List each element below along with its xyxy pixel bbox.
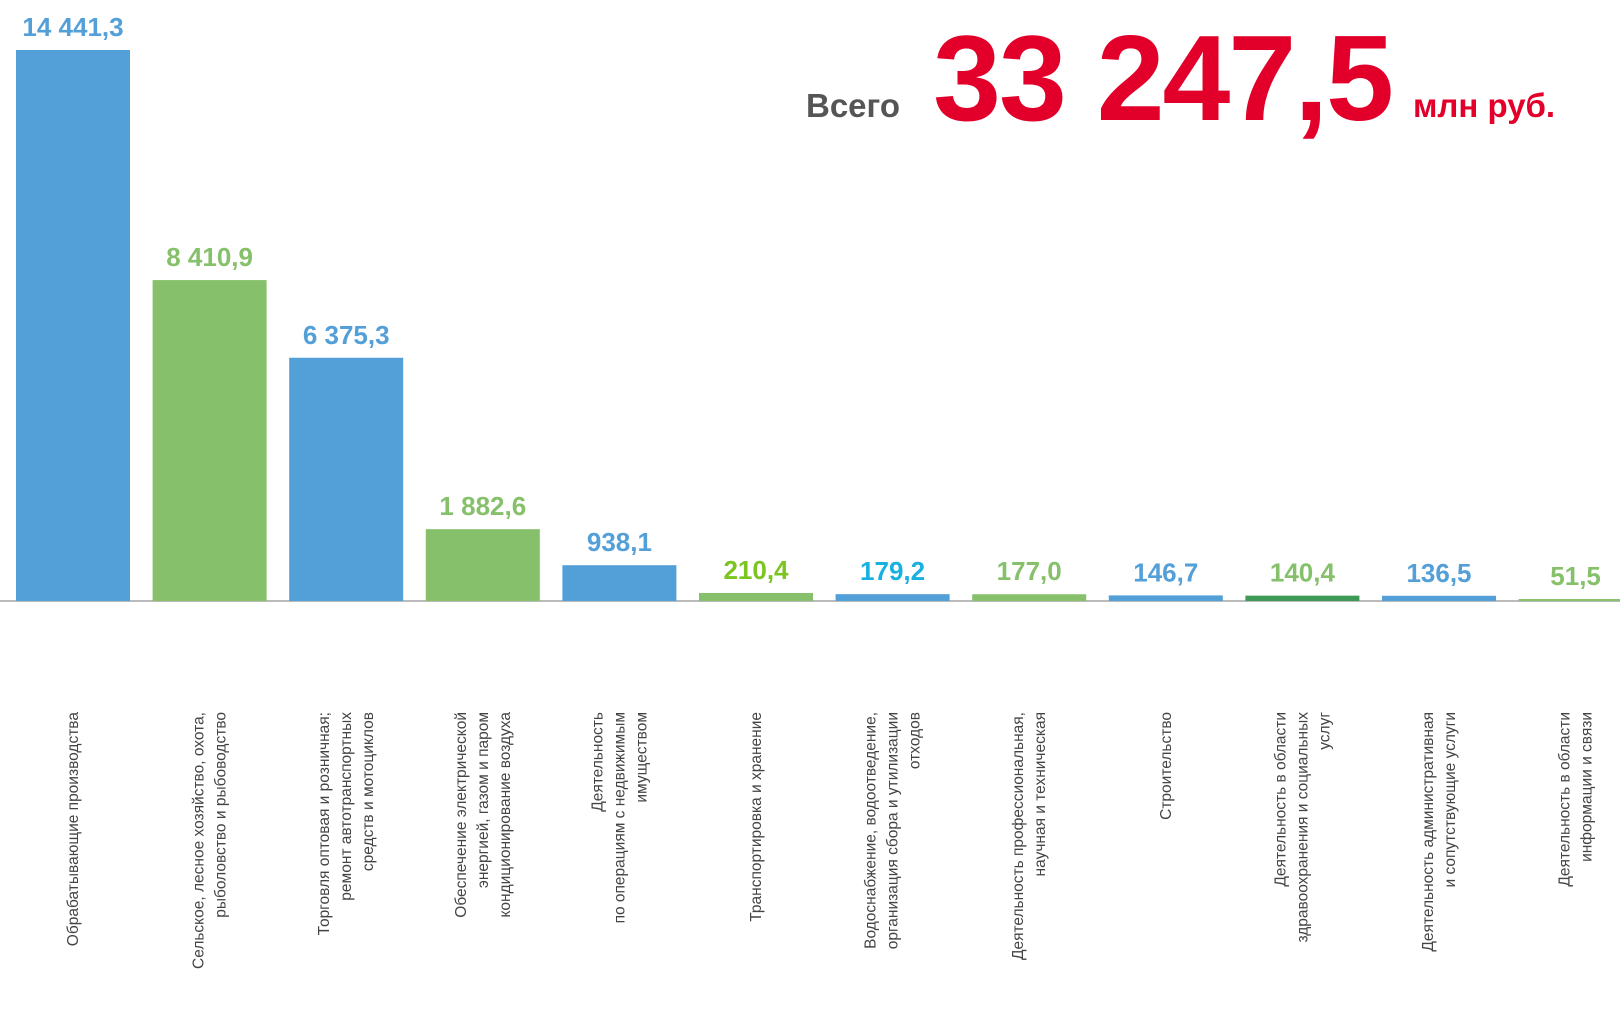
bar (562, 565, 677, 601)
value-label: 1 882,6 (439, 491, 526, 521)
category-label: Торговля оптовая и розничная; ремонт авто… (316, 712, 377, 936)
bar (699, 592, 813, 601)
category-label: Обеспечение электрической энергией, газом… (453, 712, 514, 918)
value-label: 8 410,9 (166, 242, 253, 272)
bar (1518, 599, 1620, 602)
category-label: Деятельность административная и сопутству… (1420, 712, 1459, 952)
total-unit: млн руб. (1413, 87, 1555, 124)
bar (1108, 595, 1223, 601)
value-label: 177,0 (997, 556, 1062, 586)
category-label: Водоснабжение, водоотведение, организация… (863, 712, 924, 949)
category-label: Сельское, лесное хозяйство, охота, рыболо… (191, 712, 230, 969)
value-label: 6 375,3 (303, 320, 390, 350)
bar (972, 594, 1087, 601)
value-label: 146,7 (1133, 557, 1198, 587)
total-value: 33 247,5 (933, 10, 1392, 146)
bar (1245, 595, 1360, 601)
category-label: Обрабатывающие производства (65, 712, 82, 947)
value-label: 938,1 (587, 527, 652, 557)
total-label: Всего (806, 87, 900, 124)
value-label: 14 441,3 (22, 12, 123, 42)
category-label: Деятельность по операциям с недвижимым иму… (589, 712, 650, 923)
category-label: Деятельность в области информации и связи (1557, 712, 1596, 887)
value-label: 51,5 (1550, 561, 1601, 591)
bar (425, 529, 540, 601)
value-label: 179,2 (860, 556, 925, 586)
category-label: Строительство (1158, 712, 1175, 820)
category-label: Транспортировка и хранение (748, 712, 765, 922)
category-label: Деятельность в области здравоохранения и … (1272, 712, 1333, 943)
bar (1382, 595, 1496, 601)
bar (16, 50, 130, 601)
value-label: 210,4 (723, 555, 789, 585)
value-label: 140,4 (1270, 558, 1336, 588)
bar (152, 280, 267, 601)
category-label: Деятельность профессиональная, научная и … (1010, 712, 1049, 960)
value-label: 136,5 (1406, 558, 1471, 588)
bar (835, 594, 950, 601)
bar (289, 357, 404, 601)
